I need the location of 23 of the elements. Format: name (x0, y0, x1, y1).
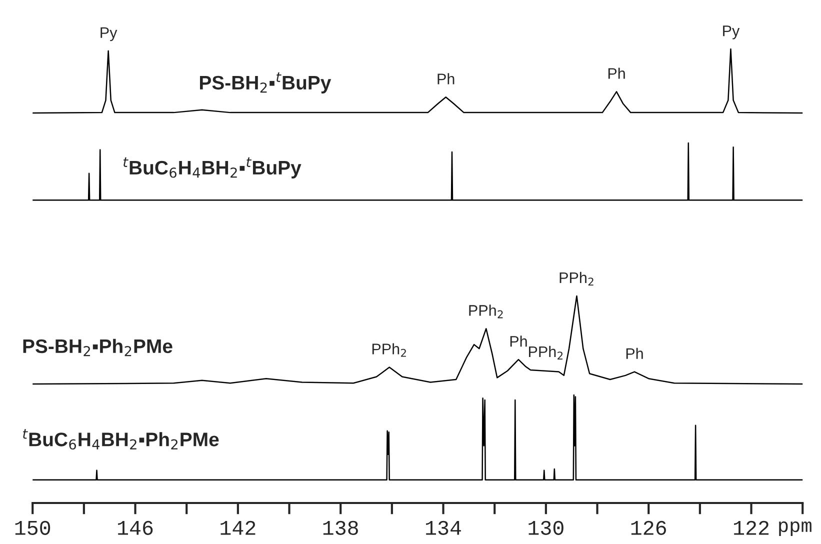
text: $^{t}$BuC$_{6}$H$_{4}$BH$_{2}$▪$^{t}$BuPy (124, 157, 302, 178)
annotation: Ph (438, 73, 454, 84)
annotation: Py (100, 27, 118, 42)
annotation: Py (723, 26, 740, 40)
annotation: Ph (608, 68, 625, 79)
x-tick-label: 130 (528, 520, 564, 535)
annotation: PS-BH$_{2}$▪$^{t}$BuPy (200, 72, 332, 94)
x-tick-label: 142 (220, 520, 256, 535)
x-tick-label: 146 (118, 520, 153, 535)
x-tick-label: 134 (426, 520, 461, 535)
x-tick-label: 126 (631, 520, 666, 535)
x-tick-label: 122 (734, 520, 769, 535)
x-axis-title: ppm (779, 521, 812, 536)
annotation: PS-BH$_{2}$▪Ph$_{2}$PMe (23, 338, 172, 356)
annotation: Ph (510, 336, 527, 347)
text: $^{t}$BuC$_{6}$H$_{4}$BH$_{2}$▪Ph$_{2}$PMe (23, 429, 219, 450)
x-tick-label: 150 (15, 520, 50, 535)
annotation: PPh$_{2}$ (469, 304, 503, 318)
annotation: PPh$_{2}$ (529, 346, 563, 360)
x-tick-label: 138 (323, 520, 358, 535)
annotation: PPh$_{2}$ (560, 272, 594, 286)
annotation: PPh$_{2}$ (372, 343, 406, 357)
annotation: Ph (626, 348, 643, 359)
